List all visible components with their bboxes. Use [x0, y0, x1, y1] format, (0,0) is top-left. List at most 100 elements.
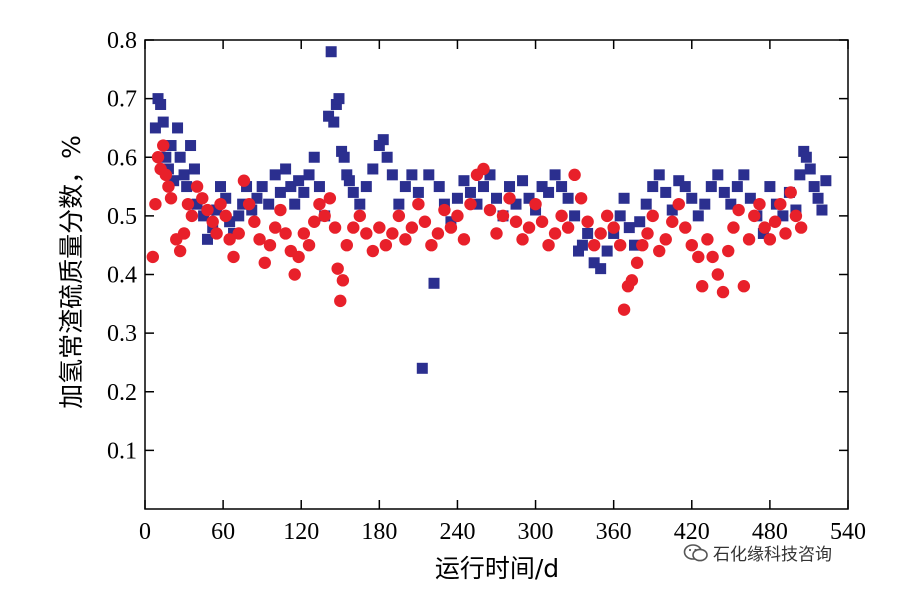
x-axis: 0 60 120 180 240 300 360 420 480 540: [139, 40, 866, 545]
circle-marker: [581, 215, 594, 228]
circle-marker: [646, 209, 659, 223]
circle-marker: [196, 192, 209, 205]
square-marker: [618, 192, 630, 204]
circle-marker: [210, 227, 223, 240]
square-marker: [679, 181, 691, 193]
square-marker: [744, 192, 756, 204]
circle-marker: [548, 227, 562, 240]
plot-frame: [144, 39, 849, 510]
circle-marker: [692, 250, 705, 264]
circle-marker: [774, 197, 787, 211]
circle-marker: [483, 203, 497, 217]
square-marker: [582, 227, 594, 239]
x-tick-label: 540: [830, 519, 866, 545]
square-marker: [341, 169, 353, 181]
square-marker: [673, 175, 685, 187]
circle-marker: [347, 221, 360, 234]
square-marker: [504, 181, 516, 193]
circle-marker: [157, 139, 170, 152]
circle-marker: [360, 227, 373, 240]
x-tick-label: 60: [211, 519, 235, 545]
circle-marker: [789, 209, 803, 223]
circle-marker: [617, 303, 631, 316]
square-marker: [172, 122, 184, 134]
square-marker: [185, 140, 197, 152]
square-marker: [328, 116, 340, 128]
y-axis-label: 加氢常渣硫质量分数，%: [57, 135, 86, 409]
square-marker: [556, 181, 568, 193]
x-tick-label: 180: [361, 519, 397, 545]
circle-marker: [206, 215, 219, 228]
circle-marker: [331, 262, 344, 275]
square-marker: [211, 204, 223, 216]
square-marker: [333, 93, 345, 105]
square-marker: [623, 222, 635, 234]
x-tick-label: 300: [518, 519, 554, 545]
wechat-icon: [683, 543, 708, 561]
square-series: [149, 46, 832, 374]
square-marker: [451, 192, 463, 204]
circle-marker: [185, 209, 199, 223]
circle-marker: [625, 274, 639, 287]
square-marker: [517, 175, 529, 187]
square-marker: [640, 198, 652, 210]
square-marker: [820, 175, 832, 187]
square-marker: [293, 175, 305, 187]
circle-marker: [412, 197, 425, 211]
circle-marker: [768, 215, 782, 228]
circle-marker: [366, 244, 380, 258]
y-tick-label: 0.8: [107, 28, 137, 54]
square-marker: [794, 169, 806, 181]
circle-marker: [641, 227, 654, 240]
square-marker: [510, 198, 522, 210]
square-marker: [569, 210, 581, 222]
y-tick-label: 0.1: [107, 438, 137, 464]
square-marker: [263, 198, 275, 210]
circle-marker: [695, 280, 709, 293]
square-marker: [484, 169, 496, 181]
circle-marker: [529, 197, 542, 211]
circle-marker: [149, 197, 162, 211]
x-tick-label: 360: [596, 519, 632, 545]
square-marker: [628, 239, 640, 251]
square-marker: [705, 181, 717, 193]
circle-marker: [223, 233, 236, 246]
circle-marker: [425, 238, 438, 252]
y-tick-label: 0.5: [107, 204, 137, 230]
circle-marker: [464, 197, 477, 211]
circle-marker: [727, 221, 740, 234]
square-marker: [280, 163, 292, 175]
circle-marker: [600, 209, 614, 223]
square-marker: [471, 198, 483, 210]
square-marker: [308, 151, 320, 163]
square-marker: [634, 216, 646, 228]
y-tick-label: 0.2: [107, 380, 137, 406]
circle-marker: [666, 215, 679, 228]
square-marker: [562, 192, 574, 204]
square-marker: [298, 186, 310, 198]
square-marker: [215, 181, 227, 193]
square-marker: [666, 204, 678, 216]
square-marker: [523, 192, 535, 204]
square-marker: [152, 93, 164, 105]
circle-marker: [607, 221, 620, 234]
square-marker: [198, 210, 210, 222]
square-marker: [160, 151, 172, 163]
circle-marker: [227, 250, 240, 264]
square-marker: [491, 192, 502, 204]
square-marker: [601, 245, 613, 257]
square-marker: [416, 362, 428, 374]
square-marker: [718, 186, 730, 198]
square-marker: [149, 122, 161, 134]
square-marker: [188, 163, 200, 175]
circle-marker: [242, 197, 256, 211]
square-marker: [256, 181, 268, 193]
square-marker: [808, 181, 820, 193]
square-marker: [399, 181, 411, 193]
circle-marker: [701, 233, 714, 246]
circle-marker: [561, 221, 575, 234]
square-marker: [360, 181, 372, 193]
circle-marker: [328, 221, 342, 234]
square-marker: [393, 198, 405, 210]
